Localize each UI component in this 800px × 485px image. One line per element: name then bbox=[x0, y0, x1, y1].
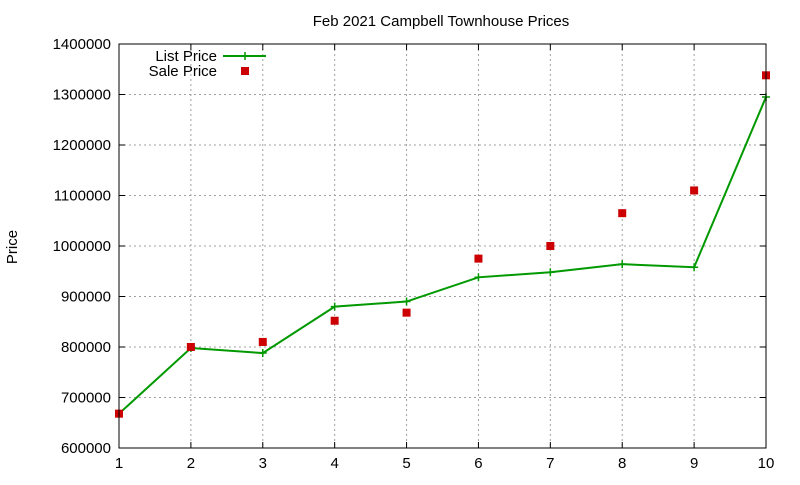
data-point bbox=[330, 302, 339, 311]
series-line bbox=[118, 96, 767, 415]
x-tick-label: 8 bbox=[618, 455, 626, 472]
data-point bbox=[474, 273, 483, 282]
y-tick-label: 1200000 bbox=[53, 137, 111, 154]
data-point bbox=[618, 260, 627, 269]
data-point bbox=[474, 254, 483, 263]
y-tick-label: 1000000 bbox=[53, 238, 111, 255]
legend-marker-list-price bbox=[241, 52, 249, 60]
data-point bbox=[402, 297, 411, 306]
series-area bbox=[115, 71, 770, 418]
x-tick-label: 7 bbox=[546, 455, 554, 472]
x-tick-label: 1 bbox=[115, 455, 123, 472]
legend: List Price Sale Price bbox=[149, 48, 266, 80]
legend-item-list-price: List Price bbox=[155, 48, 266, 65]
x-tick-label: 5 bbox=[402, 455, 410, 472]
y-tick-label: 700000 bbox=[61, 390, 111, 407]
data-point bbox=[546, 268, 555, 277]
y-tick-label: 600000 bbox=[61, 440, 111, 457]
data-point bbox=[402, 308, 411, 317]
data-point bbox=[258, 349, 267, 358]
x-tick-label: 3 bbox=[259, 455, 267, 472]
data-point bbox=[546, 242, 555, 250]
x-tick-label: 2 bbox=[187, 455, 195, 472]
legend-label-list-price: List Price bbox=[155, 48, 217, 65]
x-tick-label: 4 bbox=[330, 455, 338, 472]
legend-marker-sale-price bbox=[241, 67, 249, 75]
data-point bbox=[690, 186, 699, 195]
y-tick-label: 800000 bbox=[61, 339, 111, 356]
data-point bbox=[690, 263, 699, 272]
x-tick-label: 10 bbox=[758, 455, 775, 472]
data-point bbox=[258, 337, 267, 346]
y-axis-label: Price bbox=[4, 230, 21, 264]
series-list-price bbox=[115, 93, 770, 418]
x-tick-label: 9 bbox=[690, 455, 698, 472]
legend-item-sale-price: Sale Price bbox=[149, 63, 249, 80]
chart-title: Feb 2021 Campbell Townhouse Prices bbox=[313, 13, 570, 30]
plot-frame bbox=[118, 43, 767, 449]
y-tick-label: 1400000 bbox=[53, 36, 111, 53]
grid bbox=[119, 44, 766, 448]
y-tick-label: 1100000 bbox=[54, 188, 111, 205]
data-point bbox=[330, 316, 339, 325]
data-point bbox=[618, 209, 627, 218]
legend-label-sale-price: Sale Price bbox=[149, 63, 217, 80]
series-sale-price bbox=[115, 71, 770, 418]
y-tick-label: 1300000 bbox=[53, 87, 111, 104]
axes: 6000007000008000009000001000000110000012… bbox=[53, 36, 775, 472]
data-point bbox=[186, 343, 195, 351]
y-tick-label: 900000 bbox=[61, 289, 111, 306]
x-tick-label: 6 bbox=[474, 455, 482, 472]
